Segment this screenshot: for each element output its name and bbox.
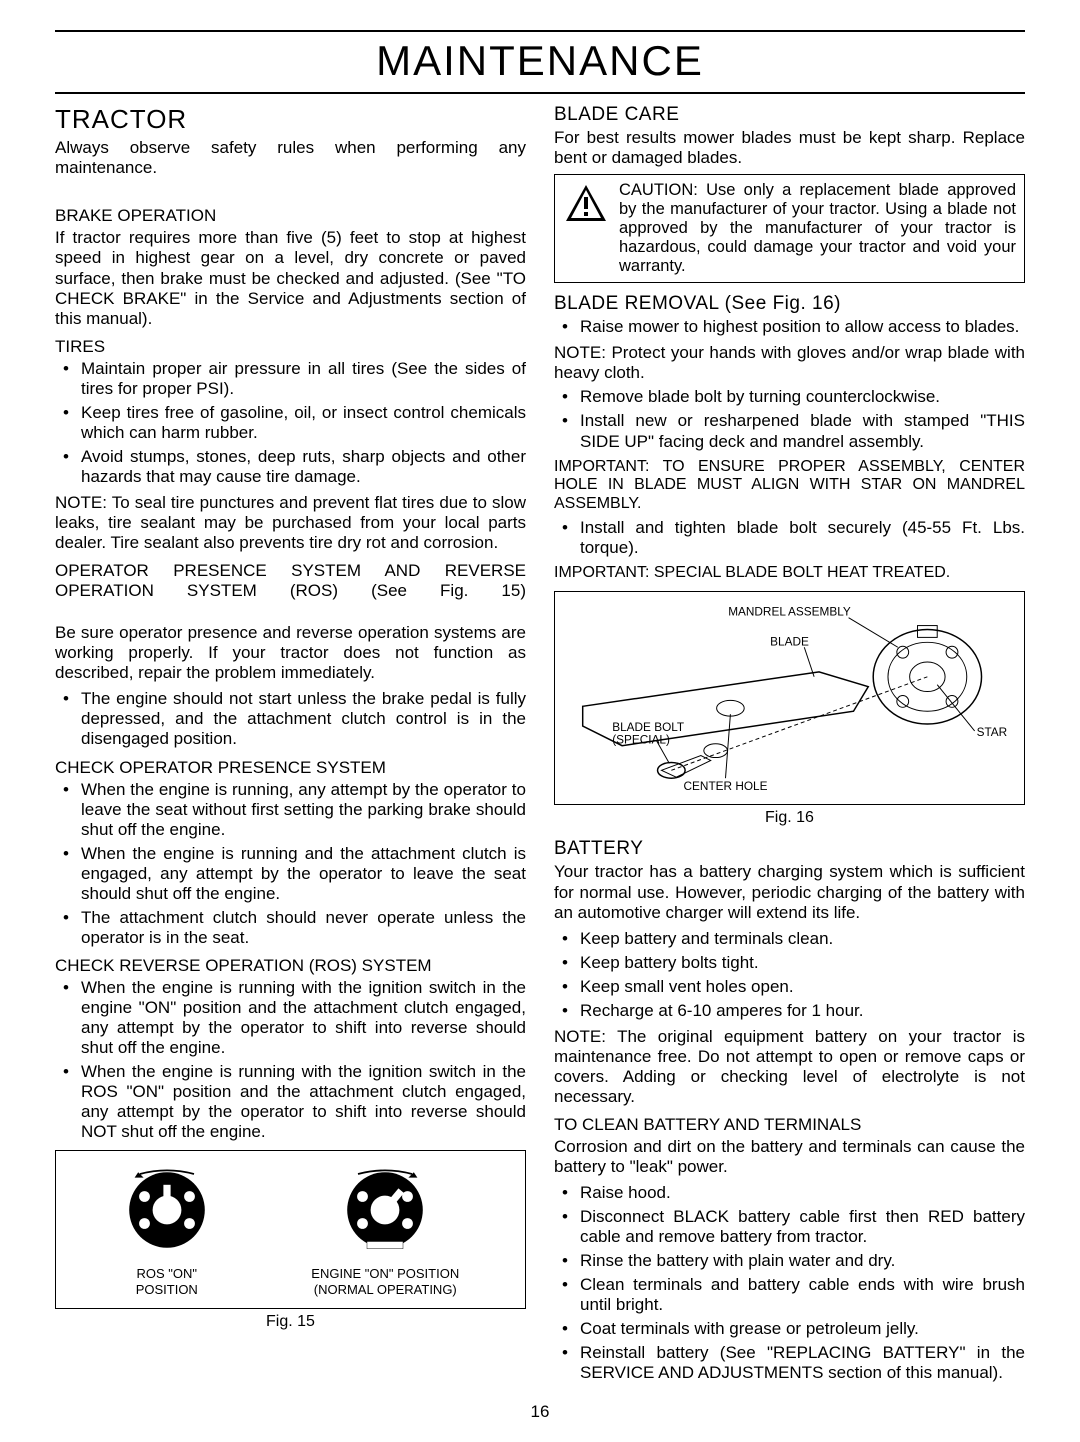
list-item: Avoid stumps, stones, deep ruts, sharp o… bbox=[55, 447, 526, 487]
left-column: TRACTOR Always observe safety rules when… bbox=[55, 104, 526, 1390]
right-column: BLADE CARE For best results mower blades… bbox=[554, 104, 1025, 1390]
heading-check-ops: CHECK OPERATOR PRESENCE SYSTEM bbox=[55, 758, 526, 778]
fig16-star-label: STAR bbox=[977, 725, 1008, 739]
list-item: When the engine is running and the attac… bbox=[55, 844, 526, 904]
fig16-blade-label: BLADE bbox=[770, 634, 809, 648]
removal-important1: IMPORTANT: TO ENSURE PROPER ASSEMBLY, CE… bbox=[554, 458, 1025, 515]
ros-on-switch: ROS "ON" POSITION bbox=[122, 1165, 212, 1297]
list-item: Raise mower to highest position to allow… bbox=[554, 317, 1025, 337]
list-item: The attachment clutch should never opera… bbox=[55, 908, 526, 948]
removal-list-a: Raise mower to highest position to allow… bbox=[554, 317, 1025, 337]
heading-tires: TIRES bbox=[55, 337, 526, 357]
clean-list: Raise hood. Disconnect BLACK battery cab… bbox=[554, 1183, 1025, 1383]
list-item: Remove blade bolt by turning countercloc… bbox=[554, 387, 1025, 407]
list-item: Reinstall battery (See "REPLACING BATTER… bbox=[554, 1343, 1025, 1383]
heading-battery: BATTERY bbox=[554, 838, 1025, 860]
list-item: Install new or resharpened blade with st… bbox=[554, 411, 1025, 451]
list-item: When the engine is running with the igni… bbox=[55, 1062, 526, 1142]
heading-brake: BRAKE OPERATION bbox=[55, 206, 526, 226]
battery-note: NOTE: The original equipment battery on … bbox=[554, 1027, 1025, 1107]
removal-list-c: Install and tighten blade bolt securely … bbox=[554, 518, 1025, 558]
list-item: Rinse the battery with plain water and d… bbox=[554, 1251, 1025, 1271]
list-item: Keep small vent holes open. bbox=[554, 977, 1025, 997]
list-item: Clean terminals and battery cable ends w… bbox=[554, 1275, 1025, 1315]
caution-box: CAUTION: Use only a replacement blade ap… bbox=[554, 174, 1025, 283]
list-item: Install and tighten blade bolt securely … bbox=[554, 518, 1025, 558]
check-ros-list: When the engine is running with the igni… bbox=[55, 978, 526, 1142]
brake-paragraph: If tractor requires more than five (5) f… bbox=[55, 228, 526, 328]
tires-list: Maintain proper air pressure in all tire… bbox=[55, 359, 526, 487]
caution-text: CAUTION: Use only a replacement blade ap… bbox=[619, 181, 1016, 276]
page-title: MAINTENANCE bbox=[55, 36, 1025, 86]
ops-paragraph: Be sure operator presence and reverse op… bbox=[55, 623, 526, 683]
removal-note: NOTE: Protect your hands with gloves and… bbox=[554, 343, 1025, 383]
list-item: Keep battery bolts tight. bbox=[554, 953, 1025, 973]
ros-label-1: ROS "ON" bbox=[137, 1266, 198, 1281]
check-ops-list: When the engine is running, any attempt … bbox=[55, 780, 526, 948]
heading-ops: OPERATOR PRESENCE SYSTEM AND REVERSE OPE… bbox=[55, 561, 526, 621]
battery-intro: Your tractor has a battery charging syst… bbox=[554, 862, 1025, 922]
removal-list-b: Remove blade bolt by turning countercloc… bbox=[554, 387, 1025, 451]
top-rule bbox=[55, 30, 1025, 32]
blade-assembly-diagram: MANDREL ASSEMBLY BLADE BLADE BOLT (SPECI… bbox=[563, 598, 1016, 795]
figure-16-box: MANDREL ASSEMBLY BLADE BLADE BOLT (SPECI… bbox=[554, 591, 1025, 805]
fig16-center-label: CENTER HOLE bbox=[684, 779, 768, 793]
title-rule bbox=[55, 92, 1025, 94]
list-item: Raise hood. bbox=[554, 1183, 1025, 1203]
ros-label-2: POSITION bbox=[136, 1282, 198, 1297]
list-item: Maintain proper air pressure in all tire… bbox=[55, 359, 526, 399]
fig16-mandrel-label: MANDREL ASSEMBLY bbox=[728, 605, 851, 619]
heading-blade-removal: BLADE REMOVAL (See Fig. 16) bbox=[554, 293, 1025, 315]
page-number: 16 bbox=[55, 1402, 1025, 1422]
list-item: Disconnect BLACK battery cable first the… bbox=[554, 1207, 1025, 1247]
heading-tractor: TRACTOR bbox=[55, 104, 526, 135]
list-item: When the engine is running, any attempt … bbox=[55, 780, 526, 840]
two-column-layout: TRACTOR Always observe safety rules when… bbox=[55, 104, 1025, 1390]
removal-important2: IMPORTANT: SPECIAL BLADE BOLT HEAT TREAT… bbox=[554, 564, 1025, 583]
warning-icon bbox=[563, 181, 609, 276]
battery-list: Keep battery and terminals clean. Keep b… bbox=[554, 929, 1025, 1021]
engine-label-2: (NORMAL OPERATING) bbox=[314, 1282, 457, 1297]
engine-on-switch: ENGINE "ON" POSITION (NORMAL OPERATING) bbox=[311, 1165, 459, 1297]
list-item: Keep battery and terminals clean. bbox=[554, 929, 1025, 949]
tires-note: NOTE: To seal tire punctures and prevent… bbox=[55, 493, 526, 553]
heading-clean-battery: TO CLEAN BATTERY AND TERMINALS bbox=[554, 1115, 1025, 1135]
clean-paragraph: Corrosion and dirt on the battery and te… bbox=[554, 1137, 1025, 1177]
ops-list: The engine should not start unless the b… bbox=[55, 689, 526, 749]
ignition-switch-icon bbox=[122, 1165, 212, 1255]
heading-check-ros: CHECK REVERSE OPERATION (ROS) SYSTEM bbox=[55, 956, 526, 976]
fig16-caption: Fig. 16 bbox=[554, 809, 1025, 828]
list-item: The engine should not start unless the b… bbox=[55, 689, 526, 749]
list-item: When the engine is running with the igni… bbox=[55, 978, 526, 1058]
heading-blade-care: BLADE CARE bbox=[554, 104, 1025, 126]
blade-intro: For best results mower blades must be ke… bbox=[554, 128, 1025, 168]
tractor-intro: Always observe safety rules when perform… bbox=[55, 138, 526, 198]
list-item: Coat terminals with grease or petroleum … bbox=[554, 1319, 1025, 1339]
figure-15-box: ROS "ON" POSITION bbox=[55, 1150, 526, 1308]
fig15-caption: Fig. 15 bbox=[55, 1313, 526, 1332]
list-item: Recharge at 6-10 amperes for 1 hour. bbox=[554, 1001, 1025, 1021]
fig16-bolt-label-2: (SPECIAL) bbox=[612, 733, 670, 747]
ignition-switch-icon bbox=[340, 1165, 430, 1255]
engine-label-1: ENGINE "ON" POSITION bbox=[311, 1266, 459, 1281]
list-item: Keep tires free of gasoline, oil, or ins… bbox=[55, 403, 526, 443]
